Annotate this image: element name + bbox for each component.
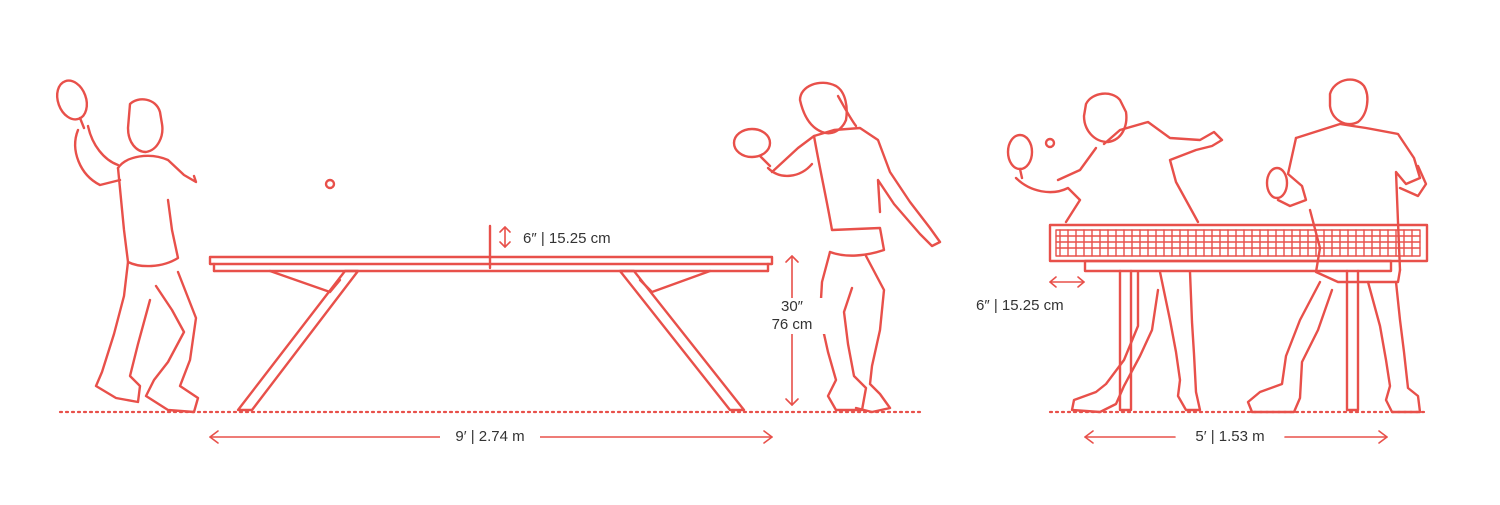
head (1082, 92, 1128, 144)
head (126, 98, 164, 154)
player-near-figure (1246, 78, 1428, 414)
table-length-dimension (209, 430, 773, 444)
player-far-figure (1006, 92, 1224, 414)
net-mesh (1055, 229, 1421, 257)
table-leg-right (618, 269, 746, 412)
table-end-view (1048, 223, 1429, 412)
table-leg-end-right (1345, 269, 1360, 412)
paddle (1006, 133, 1034, 171)
net-overhang-label: 6″ | 15.25 cm (976, 297, 1064, 314)
table-leg-left (236, 269, 360, 412)
player-right-figure (732, 81, 942, 414)
head (1328, 78, 1369, 126)
ball-side (324, 178, 336, 190)
table-width-label: 5′ | 1.53 m (1180, 428, 1280, 446)
table-height-metric: 76 cm (745, 316, 839, 334)
head (798, 81, 848, 135)
table-side-view (208, 224, 774, 412)
table-width-dimension (1084, 430, 1388, 444)
table-height-label: 30″ 76 cm (745, 298, 839, 334)
ball-end (1044, 137, 1056, 149)
table-height-imperial: 30″ (745, 298, 839, 316)
net-height-label: 6″ | 15.25 cm (523, 230, 611, 247)
paddle (732, 127, 772, 159)
table-top-end (1083, 259, 1393, 273)
player-left-figure (55, 79, 200, 414)
paddle (1265, 166, 1289, 200)
net-height-dimension (499, 226, 511, 248)
net-overhang-dimension (1049, 276, 1085, 288)
table-length-label: 9′ | 2.74 m (440, 428, 540, 446)
paddle (55, 79, 89, 121)
